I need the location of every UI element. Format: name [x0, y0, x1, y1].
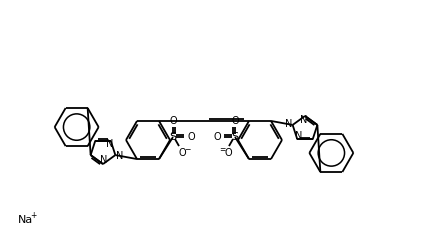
Text: N: N — [285, 119, 292, 129]
Text: Na: Na — [18, 215, 33, 225]
Text: S: S — [169, 132, 176, 142]
Text: O: O — [213, 132, 221, 142]
Text: O: O — [178, 148, 186, 158]
Text: O: O — [231, 116, 239, 126]
Text: N: N — [106, 138, 113, 148]
Text: +: + — [30, 210, 36, 220]
Text: O: O — [187, 132, 195, 142]
Text: N: N — [116, 151, 123, 161]
Text: −: − — [184, 146, 190, 154]
Text: N: N — [295, 132, 302, 141]
Text: N: N — [300, 115, 308, 125]
Text: S: S — [232, 132, 239, 142]
Text: =: = — [219, 146, 225, 154]
Text: O: O — [224, 148, 232, 158]
Text: O: O — [169, 116, 177, 126]
Text: N: N — [100, 155, 108, 165]
